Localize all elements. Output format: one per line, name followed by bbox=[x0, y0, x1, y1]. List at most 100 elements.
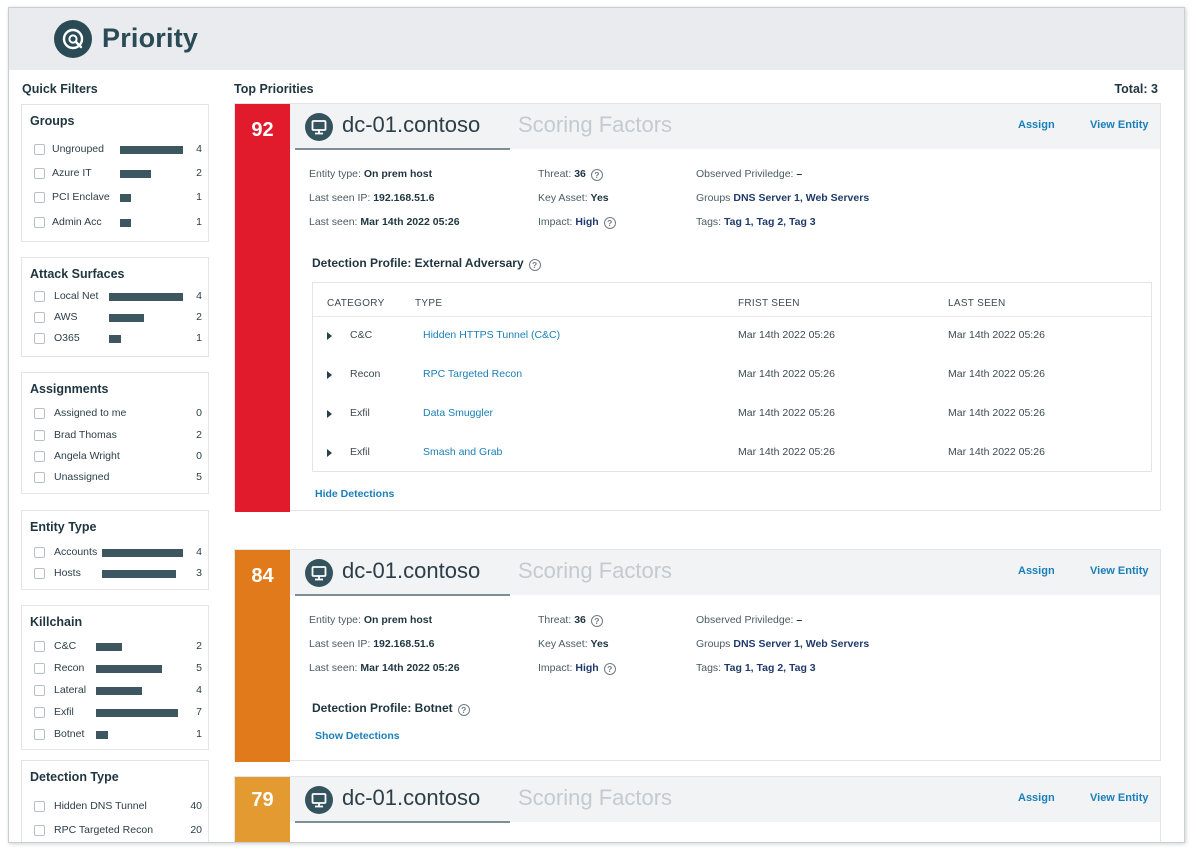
scoring-factors-tab[interactable]: Scoring Factors bbox=[518, 112, 673, 137]
filter-checkbox[interactable] bbox=[34, 168, 45, 179]
help-icon[interactable]: ? bbox=[457, 704, 470, 716]
filter-checkbox[interactable] bbox=[34, 312, 45, 323]
view-entity-link[interactable]: View Entity bbox=[1090, 565, 1149, 577]
entity-name[interactable]: dc-01.contoso bbox=[342, 112, 481, 137]
help-icon[interactable]: ? bbox=[590, 169, 603, 181]
expand-caret-icon[interactable] bbox=[327, 332, 332, 340]
filter-checkbox[interactable] bbox=[34, 333, 45, 344]
filter-item[interactable]: O365 1 bbox=[34, 331, 202, 347]
filter-item[interactable]: PCI Enclave 1 bbox=[34, 190, 202, 206]
filter-item[interactable]: Accounts 4 bbox=[34, 545, 202, 561]
column-header-category[interactable]: CATEGORY bbox=[327, 298, 385, 309]
filter-item[interactable]: Assigned to me 0 bbox=[34, 406, 202, 422]
help-icon[interactable]: ? bbox=[603, 663, 616, 675]
score-badge: 92 bbox=[235, 104, 290, 512]
filter-checkbox[interactable] bbox=[34, 707, 45, 718]
table-row[interactable]: Exfil Smash and Grab Mar 14th 2022 05:26… bbox=[313, 444, 1151, 464]
last-seen-ip-field: Last seen IP: 192.168.51.6 bbox=[309, 638, 435, 650]
hide-detections-link[interactable]: Hide Detections bbox=[315, 488, 395, 500]
table-row[interactable]: Exfil Data Smuggler Mar 14th 2022 05:26 … bbox=[313, 405, 1151, 425]
filter-checkbox[interactable] bbox=[34, 568, 45, 579]
filter-item[interactable]: Brad Thomas 2 bbox=[34, 428, 202, 444]
filter-count: 3 bbox=[196, 567, 202, 579]
filter-item[interactable]: Hosts 3 bbox=[34, 566, 202, 582]
filter-item[interactable]: Hidden DNS Tunnel 40 bbox=[34, 799, 202, 815]
app-window: Priority Quick Filters Groups Ungrouped … bbox=[8, 7, 1185, 843]
filter-label: Exfil bbox=[54, 706, 74, 718]
filter-item[interactable]: Azure IT 2 bbox=[34, 166, 202, 182]
filter-label: Angela Wright bbox=[54, 450, 120, 462]
filter-checkbox[interactable] bbox=[34, 685, 45, 696]
filter-label: Azure IT bbox=[52, 167, 92, 179]
entity-name[interactable]: dc-01.contoso bbox=[342, 785, 481, 810]
view-entity-link[interactable]: View Entity bbox=[1090, 792, 1149, 804]
filter-checkbox[interactable] bbox=[34, 192, 45, 203]
filter-label: Hidden DNS Tunnel bbox=[54, 800, 147, 812]
filter-item[interactable]: C&C 2 bbox=[34, 639, 202, 655]
filter-item[interactable]: Admin Acc 1 bbox=[34, 215, 202, 231]
assign-link[interactable]: Assign bbox=[1018, 565, 1055, 577]
help-icon[interactable]: ? bbox=[603, 217, 616, 229]
filter-count-bar bbox=[96, 665, 162, 673]
filter-item[interactable]: Angela Wright 0 bbox=[34, 449, 202, 465]
filter-checkbox[interactable] bbox=[34, 641, 45, 652]
priority-logo-icon bbox=[54, 20, 92, 58]
filter-checkbox[interactable] bbox=[34, 430, 45, 441]
observed-privilege-field: Observed Priviledge: – bbox=[696, 614, 803, 626]
filter-item[interactable]: Recon 5 bbox=[34, 661, 202, 677]
quick-filters-title: Quick Filters bbox=[22, 82, 98, 96]
filter-item[interactable]: Lateral 4 bbox=[34, 683, 202, 699]
filter-count-bar bbox=[102, 549, 183, 557]
filter-checkbox[interactable] bbox=[34, 547, 45, 558]
filter-item[interactable]: Botnet 1 bbox=[34, 727, 202, 743]
expand-caret-icon[interactable] bbox=[327, 449, 332, 457]
filter-checkbox[interactable] bbox=[34, 451, 45, 462]
tags-field: Tags: Tag 1, Tag 2, Tag 3 bbox=[696, 662, 816, 674]
table-row[interactable]: C&C Hidden HTTPS Tunnel (C&C) Mar 14th 2… bbox=[313, 327, 1151, 347]
filter-item[interactable]: Exfil 7 bbox=[34, 705, 202, 721]
column-header-first-seen[interactable]: FRIST SEEN bbox=[738, 298, 800, 309]
table-row[interactable]: Recon RPC Targeted Recon Mar 14th 2022 0… bbox=[313, 366, 1151, 386]
first-seen: Mar 14th 2022 05:26 bbox=[738, 407, 835, 419]
filter-checkbox[interactable] bbox=[34, 291, 45, 302]
page-title: Priority bbox=[102, 23, 199, 53]
column-header-last-seen[interactable]: LAST SEEN bbox=[948, 298, 1006, 309]
filter-count: 1 bbox=[196, 191, 202, 203]
filter-checkbox[interactable] bbox=[34, 825, 45, 836]
scoring-factors-tab[interactable]: Scoring Factors bbox=[518, 558, 673, 583]
filter-checkbox[interactable] bbox=[34, 472, 45, 483]
detection-profile-title: Detection Profile: Botnet? bbox=[312, 701, 470, 716]
filter-item[interactable]: Unassigned 5 bbox=[34, 470, 202, 486]
filter-checkbox[interactable] bbox=[34, 801, 45, 812]
filter-checkbox[interactable] bbox=[34, 144, 45, 155]
filter-checkbox[interactable] bbox=[34, 663, 45, 674]
show-detections-link[interactable]: Show Detections bbox=[315, 730, 400, 742]
filter-checkbox[interactable] bbox=[34, 729, 45, 740]
detection-type-link[interactable]: RPC Targeted Recon bbox=[423, 368, 523, 380]
filter-checkbox[interactable] bbox=[34, 217, 45, 228]
detection-type-link[interactable]: Data Smuggler bbox=[423, 407, 494, 419]
expand-caret-icon[interactable] bbox=[327, 410, 332, 418]
expand-caret-icon[interactable] bbox=[327, 371, 332, 379]
filter-item[interactable]: Ungrouped 4 bbox=[34, 142, 202, 158]
detection-type-link[interactable]: Smash and Grab bbox=[423, 446, 503, 458]
filter-item[interactable]: Local Net 4 bbox=[34, 289, 202, 305]
filter-item[interactable]: AWS 2 bbox=[34, 310, 202, 326]
detection-type-link[interactable]: Hidden HTTPS Tunnel (C&C) bbox=[423, 329, 561, 341]
scoring-factors-tab[interactable]: Scoring Factors bbox=[518, 785, 673, 810]
filter-checkbox[interactable] bbox=[34, 408, 45, 419]
assign-link[interactable]: Assign bbox=[1018, 792, 1055, 804]
assign-link[interactable]: Assign bbox=[1018, 119, 1055, 131]
observed-privilege-field: Observed Priviledge: – bbox=[696, 168, 803, 180]
column-header-type[interactable]: TYPE bbox=[415, 298, 443, 309]
filter-group-title: Attack Surfaces bbox=[30, 267, 125, 281]
view-entity-link[interactable]: View Entity bbox=[1090, 119, 1149, 131]
filter-count: 2 bbox=[196, 167, 202, 179]
detection-category: Exfil bbox=[350, 407, 370, 419]
filter-item[interactable]: RPC Targeted Recon 20 bbox=[34, 823, 202, 839]
help-icon[interactable]: ? bbox=[528, 259, 541, 271]
help-icon[interactable]: ? bbox=[590, 615, 603, 627]
filter-count-bar bbox=[96, 687, 142, 695]
filter-group-attack-surfaces: Attack Surfaces Local Net 4 AWS 2 O365 1 bbox=[21, 257, 209, 357]
entity-name[interactable]: dc-01.contoso bbox=[342, 558, 481, 583]
